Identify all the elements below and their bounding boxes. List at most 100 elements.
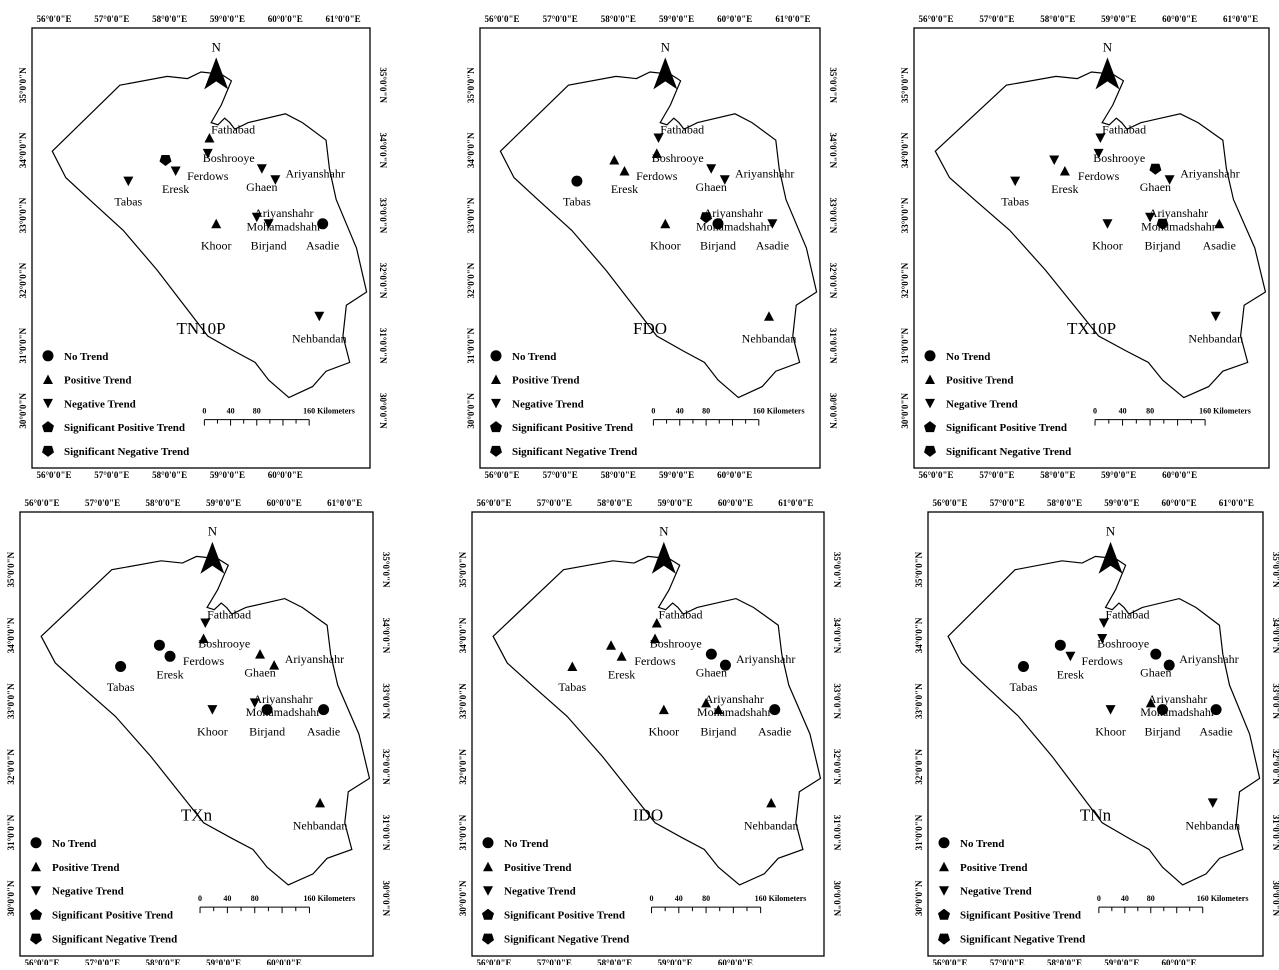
- latitude-tick-label: 35°0'0"N: [900, 67, 910, 103]
- scale-bar-label: 40: [1119, 407, 1127, 416]
- legend-symbol-triangle-up: [491, 374, 501, 385]
- latitude-tick-label: 30°0'0"N: [832, 880, 842, 916]
- station-label: Nehbandan: [292, 332, 347, 346]
- scale-bar-label: 0: [651, 407, 655, 416]
- station-label: Fathabad: [207, 608, 251, 622]
- station-marker-khoor: [1102, 219, 1113, 229]
- station-marker-eresk: [619, 166, 630, 176]
- scale-bar-label: 160 Kilometers: [755, 894, 807, 903]
- latitude-tick-label: 34°0'0"N: [6, 617, 16, 653]
- north-arrow-label: N: [212, 39, 222, 54]
- station-label: Birjand: [700, 724, 736, 738]
- station-label: Tabas: [1010, 680, 1038, 694]
- station-marker-birjand: [713, 704, 724, 715]
- scale-bar-label: 40: [1121, 894, 1129, 903]
- legend-symbol-pentagon-down: [938, 933, 950, 945]
- latitude-tick-label: 32°0'0"N: [832, 749, 842, 785]
- longitude-tick-label: 57°0'0"E: [94, 14, 129, 24]
- legend-label: Negative Trend: [64, 398, 136, 410]
- station-label: Eresk: [156, 668, 183, 682]
- legend-label: Significant Negative Trend: [960, 934, 1085, 946]
- latitude-tick-label: 34°0'0"N: [828, 133, 838, 169]
- station-marker-ghaen: [255, 649, 266, 659]
- station-marker-boshrooye: [159, 155, 172, 166]
- scale-bar-label: 160 Kilometers: [753, 407, 805, 416]
- latitude-tick-label: 31°0'0"N: [828, 328, 838, 364]
- longitude-tick-label: 56°0'0"E: [24, 958, 59, 965]
- longitude-tick-label: 59°0'0"E: [658, 498, 693, 508]
- station-marker-eresk: [164, 650, 176, 662]
- scale-bar-label: 80: [1146, 407, 1154, 416]
- latitude-tick-label: 33°0'0"N: [381, 683, 391, 719]
- scale-bar-label: 40: [675, 894, 683, 903]
- station-label: Tabas: [558, 680, 586, 694]
- latitude-tick-label: 30°0'0"N: [900, 393, 910, 429]
- province-boundary: [492, 555, 822, 886]
- station-label: Nehbandan: [293, 818, 348, 832]
- latitude-tick-label: 34°0'0"N: [466, 132, 476, 168]
- legend-symbol-triangle-up: [483, 861, 493, 872]
- latitude-tick-label: 33°0'0"N: [18, 197, 28, 233]
- north-arrow-icon: [653, 57, 678, 90]
- station-label: Birjand: [700, 238, 736, 252]
- station-marker-eresk: [1059, 166, 1070, 176]
- latitude-tick-label: 30°0'0"N: [378, 393, 388, 429]
- scale-bar-label: 0: [1093, 407, 1097, 416]
- longitude-tick-label: 60°0'0"E: [717, 470, 752, 480]
- station-marker-fathabad: [653, 133, 664, 143]
- legend-label: Positive Trend: [504, 862, 572, 874]
- station-label: Mohamadshahr: [246, 219, 321, 233]
- latitude-tick-label: 33°0'0"N: [6, 683, 16, 719]
- latitude-tick-label: 31°0'0"N: [466, 327, 476, 363]
- legend-symbol-circle: [490, 350, 502, 362]
- map-panel-txn: 56°0'0"E 56°0'0"E 57°0'0"E 57°0'0"E 58°0'0"E…: [6, 498, 391, 968]
- map-panel-tn10p: 56°0'0"E 56°0'0"E 57°0'0"E 57°0'0"E 58°0'0"E…: [18, 14, 388, 480]
- station-label: Eresk: [162, 182, 189, 196]
- longitude-tick-label: 56°0'0"E: [932, 498, 967, 508]
- latitude-tick-label: 34°0'0"N: [458, 617, 468, 653]
- station-marker-asadie: [317, 218, 329, 230]
- station-label: Ariyanshahr: [705, 692, 764, 706]
- longitude-tick-label: 56°0'0"E: [918, 14, 953, 24]
- longitude-tick-label: 58°0'0"E: [601, 14, 636, 24]
- station-label: Fathabad: [1106, 608, 1150, 622]
- latitude-tick-label: 31°0'0"N: [1271, 815, 1279, 851]
- latitude-tick-label: 31°0'0"N: [1277, 328, 1279, 364]
- station-marker-ferdows: [650, 633, 661, 644]
- latitude-tick-label: 32°0'0"N: [378, 263, 388, 299]
- station-label: Asadie: [307, 724, 340, 738]
- station-label: Ariyanshahr: [253, 692, 312, 706]
- legend-symbol-pentagon-up: [924, 421, 936, 433]
- station-label: Asadie: [758, 724, 791, 738]
- legend-label: Negative Trend: [512, 398, 584, 410]
- legend-symbol-pentagon-down: [482, 933, 494, 945]
- latitude-tick-label: 35°0'0"N: [381, 552, 391, 588]
- latitude-tick-label: 33°0'0"N: [1271, 683, 1279, 719]
- station-marker-ariyanshahr: [269, 660, 280, 670]
- longitude-tick-label: 59°0'0"E: [658, 958, 693, 965]
- latitude-tick-label: 31°0'0"N: [458, 814, 468, 850]
- station-marker-ariyanshahr: [270, 175, 281, 185]
- north-arrow-label: N: [661, 39, 671, 54]
- station-marker-birjand: [712, 218, 724, 230]
- legend-symbol-triangle-down: [491, 398, 501, 409]
- legend-label: Significant Positive Trend: [64, 422, 185, 434]
- station-marker-ferdows: [198, 633, 209, 644]
- station-marker-boshrooye: [609, 155, 620, 165]
- station-marker-boshrooye: [153, 639, 165, 651]
- station-marker-nehbandan: [315, 797, 326, 808]
- station-marker-birjand: [1157, 704, 1168, 716]
- north-arrow-label: N: [1106, 524, 1116, 539]
- legend-symbol-triangle-down: [31, 886, 41, 896]
- station-label: Birjand: [251, 238, 287, 252]
- longitude-tick-label: 59°0'0"E: [1101, 14, 1136, 24]
- latitude-tick-label: 35°0'0"N: [914, 551, 924, 587]
- longitude-tick-label: 59°0'0"E: [210, 14, 245, 24]
- province-boundary: [499, 71, 818, 399]
- legend-label: No Trend: [52, 838, 96, 850]
- station-marker-boshrooye: [606, 640, 617, 650]
- map-panel-fdo: 56°0'0"E 56°0'0"E 57°0'0"E 57°0'0"E 58°0'0"E…: [466, 14, 838, 480]
- latitude-tick-label: 33°0'0"N: [458, 683, 468, 719]
- scale-bar-label: 40: [676, 407, 684, 416]
- legend-symbol-triangle-down: [939, 886, 949, 896]
